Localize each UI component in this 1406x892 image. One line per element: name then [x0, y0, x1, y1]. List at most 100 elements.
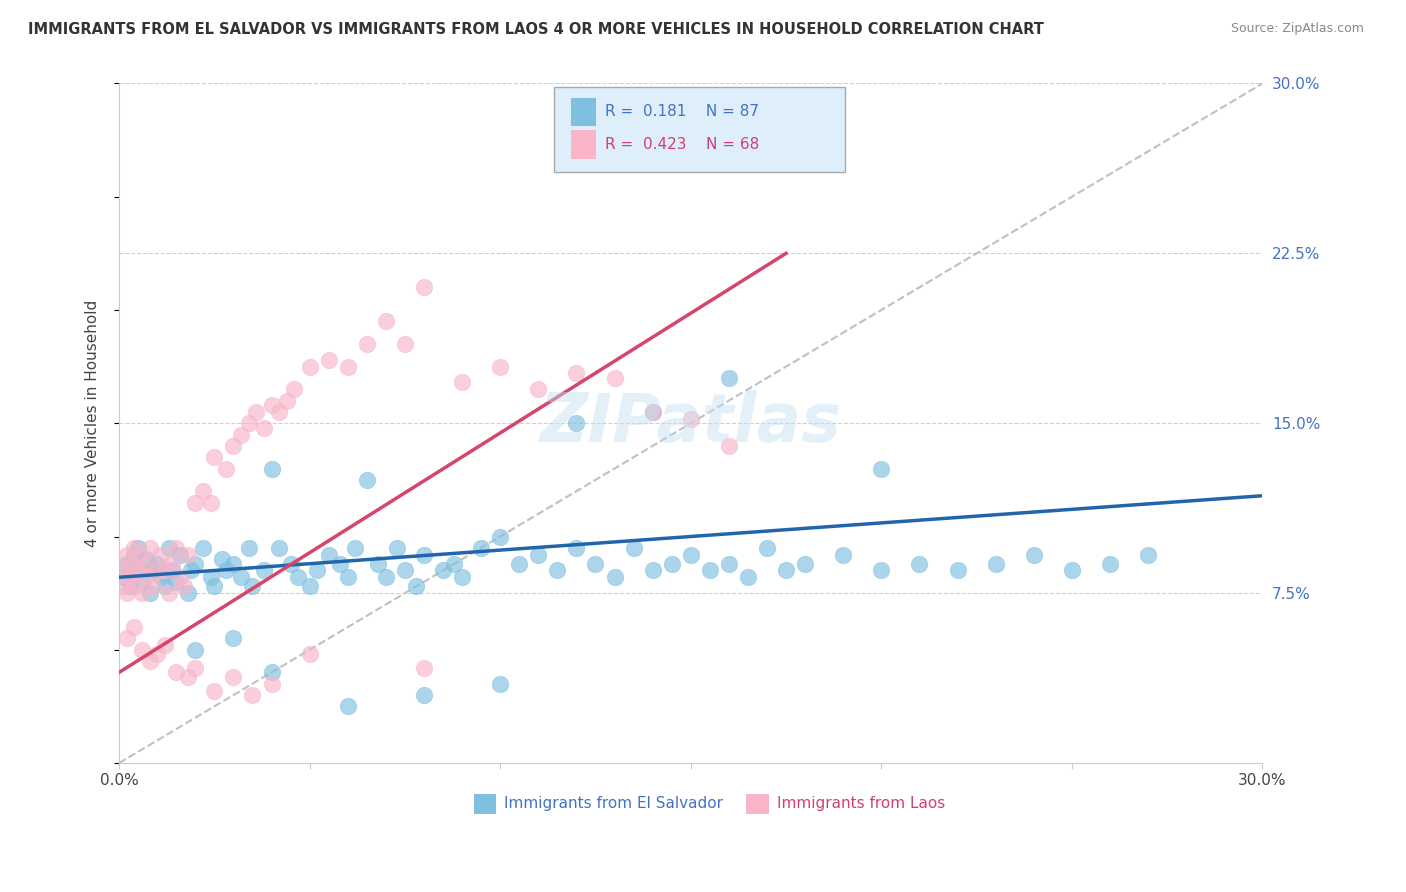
Point — [717, 439, 740, 453]
Point — [756, 541, 779, 555]
Text: R =  0.181    N = 87: R = 0.181 N = 87 — [605, 104, 759, 120]
Point — [527, 548, 550, 562]
Point — [1060, 564, 1083, 578]
Point — [374, 570, 396, 584]
Point — [222, 439, 245, 453]
Point — [405, 579, 427, 593]
Point — [565, 367, 588, 381]
Point — [111, 564, 134, 578]
Bar — [571, 98, 596, 127]
Point — [336, 570, 359, 584]
Point — [367, 557, 389, 571]
Point — [565, 416, 588, 430]
Point — [153, 564, 176, 578]
Point — [546, 564, 568, 578]
Point — [432, 564, 454, 578]
Point — [260, 677, 283, 691]
Point — [269, 405, 291, 419]
Point — [794, 557, 817, 571]
Point — [832, 548, 855, 562]
Bar — [474, 794, 496, 814]
Point — [946, 564, 969, 578]
Text: R =  0.423    N = 68: R = 0.423 N = 68 — [605, 137, 759, 153]
Point — [165, 541, 187, 555]
Point — [200, 570, 222, 584]
Point — [115, 586, 138, 600]
Point — [115, 557, 138, 571]
Point — [222, 670, 245, 684]
Point — [146, 648, 169, 662]
Point — [124, 541, 146, 555]
Point — [1022, 548, 1045, 562]
Point — [184, 642, 207, 657]
Point — [184, 557, 207, 571]
Point — [283, 382, 305, 396]
Point — [253, 564, 276, 578]
Point — [202, 683, 225, 698]
Point — [679, 411, 702, 425]
Point — [135, 557, 157, 571]
Point — [775, 564, 797, 578]
Point — [260, 461, 283, 475]
Point — [124, 620, 146, 634]
Point — [394, 564, 416, 578]
Point — [120, 579, 142, 593]
Point — [162, 564, 184, 578]
Point — [908, 557, 931, 571]
Point — [318, 352, 340, 367]
Y-axis label: 4 or more Vehicles in Household: 4 or more Vehicles in Household — [86, 300, 100, 547]
Point — [451, 570, 474, 584]
Point — [146, 564, 169, 578]
Point — [1098, 557, 1121, 571]
Point — [142, 579, 165, 593]
Point — [222, 632, 245, 646]
Point — [307, 564, 329, 578]
Point — [111, 570, 134, 584]
Point — [165, 574, 187, 589]
Point — [269, 541, 291, 555]
Text: ZIPatlas: ZIPatlas — [540, 390, 842, 456]
Point — [679, 548, 702, 562]
Point — [131, 574, 153, 589]
FancyBboxPatch shape — [554, 87, 845, 172]
Point — [131, 642, 153, 657]
Point — [413, 280, 436, 294]
Point — [984, 557, 1007, 571]
Point — [138, 654, 160, 668]
Point — [131, 586, 153, 600]
Point — [169, 548, 191, 562]
Point — [489, 677, 512, 691]
Point — [260, 398, 283, 412]
Point — [127, 541, 149, 555]
Point — [356, 473, 378, 487]
Point — [470, 541, 492, 555]
Point — [318, 548, 340, 562]
Point — [215, 564, 238, 578]
Text: Source: ZipAtlas.com: Source: ZipAtlas.com — [1230, 22, 1364, 36]
Text: Immigrants from Laos: Immigrants from Laos — [776, 797, 945, 812]
Point — [202, 450, 225, 465]
Point — [413, 688, 436, 702]
Point — [173, 579, 195, 593]
Point — [641, 405, 664, 419]
Point — [356, 337, 378, 351]
Point — [451, 376, 474, 390]
Point — [717, 557, 740, 571]
Point — [153, 579, 176, 593]
Point — [585, 557, 607, 571]
Point — [120, 557, 142, 571]
Point — [149, 548, 172, 562]
Point — [603, 371, 626, 385]
Point — [298, 648, 321, 662]
Point — [142, 564, 165, 578]
Point — [127, 548, 149, 562]
Point — [641, 564, 664, 578]
Point — [184, 661, 207, 675]
Point — [138, 541, 160, 555]
Point — [146, 557, 169, 571]
Point — [298, 359, 321, 374]
Point — [870, 564, 893, 578]
Point — [245, 405, 267, 419]
Point — [603, 570, 626, 584]
Point — [329, 557, 352, 571]
